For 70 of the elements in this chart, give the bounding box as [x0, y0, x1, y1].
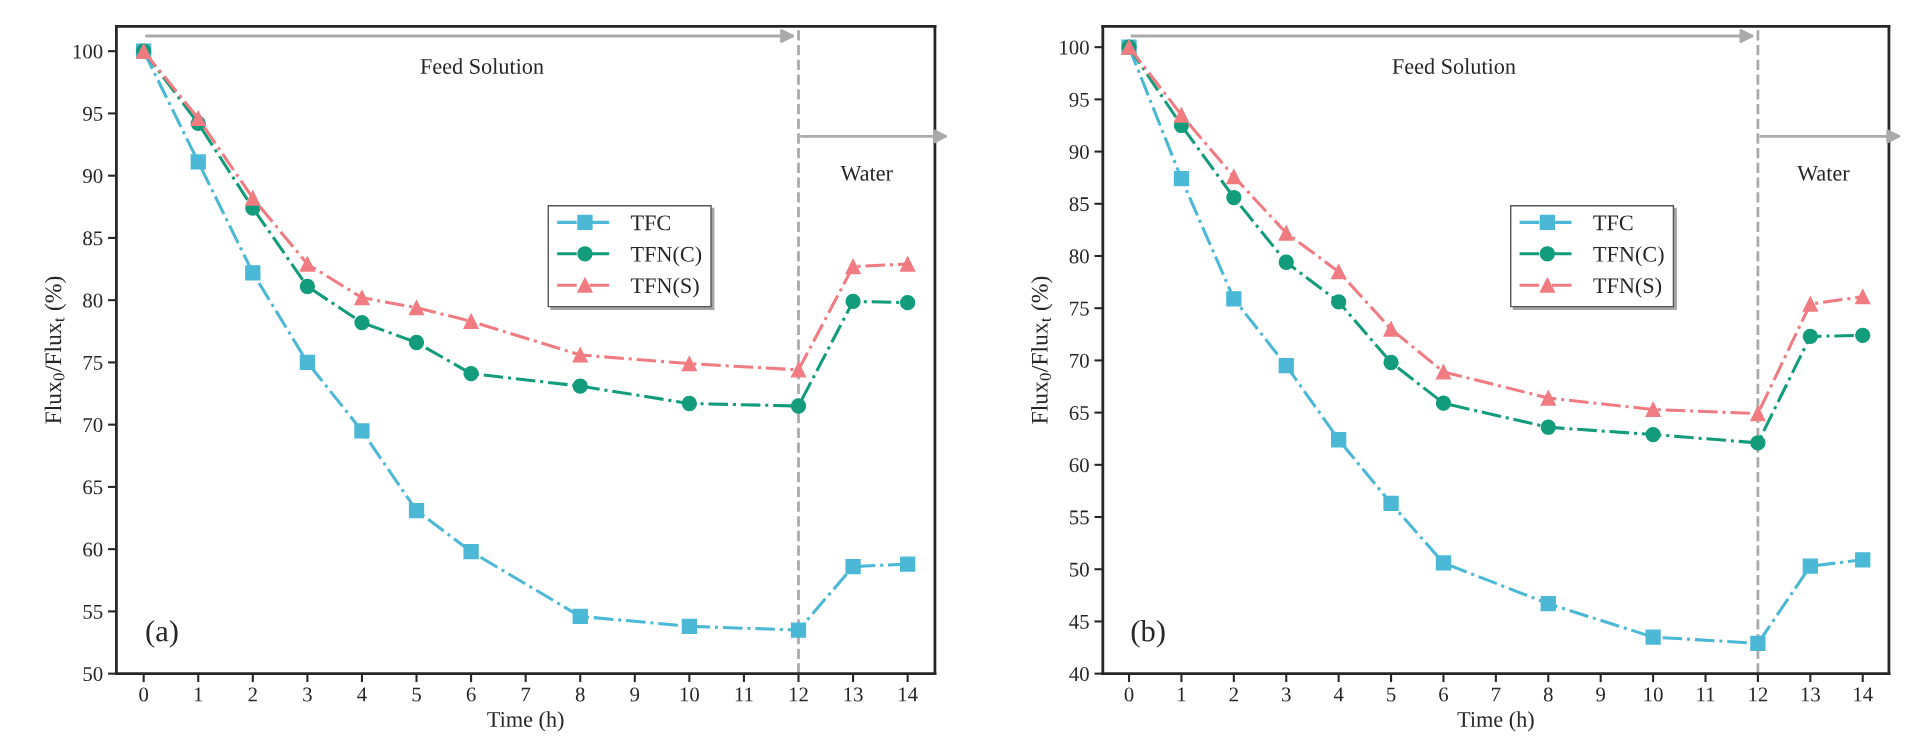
y-axis-title: Flux$_{0}$/Flux$_{t}$ (%) — [44, 276, 67, 424]
x-tick-label: 6 — [466, 687, 476, 702]
y-tick-label: 100 — [1060, 40, 1089, 55]
x-tick-label: 5 — [412, 687, 421, 702]
y-tick-label: 75 — [1070, 301, 1089, 316]
x-tick-label: 9 — [1596, 687, 1606, 702]
x-tick-label: 1 — [1178, 687, 1186, 702]
annotation: Feed Solution — [1392, 58, 1516, 74]
y-tick-label: 80 — [83, 293, 103, 308]
annotation: Water — [1797, 165, 1850, 181]
legend-label: TFN(S) — [1593, 277, 1662, 298]
x-tick-label: 3 — [303, 687, 312, 702]
annotation: Feed Solution — [420, 58, 544, 74]
legend-label: TFC — [630, 215, 671, 231]
x-tick-label: 14 — [899, 687, 918, 702]
x-tick-label: 2 — [248, 687, 257, 702]
legend-label: TFN(C) — [630, 246, 702, 267]
x-tick-label: 12 — [1749, 687, 1768, 702]
x-tick-label: 1 — [194, 687, 203, 702]
y-tick-label: 65 — [1069, 406, 1089, 421]
annotation: Water — [840, 165, 893, 181]
x-tick-label: 9 — [630, 687, 640, 702]
y-tick-label: 95 — [1069, 92, 1089, 107]
y-tick-label: 60 — [83, 542, 103, 557]
x-axis-title: Time (h) — [487, 711, 564, 732]
x-tick-label: 11 — [1697, 687, 1715, 702]
legend-label: TFN(C) — [1593, 246, 1664, 267]
legend-label: TFN(S) — [630, 277, 699, 298]
x-tick-label: 3 — [1282, 687, 1291, 702]
x-tick-label: 11 — [735, 687, 753, 702]
y-axis-title: Flux$_{0}$/Flux$_{t}$ (%) — [1031, 276, 1053, 424]
x-tick-label: 0 — [1124, 687, 1134, 702]
x-tick-label: 8 — [1543, 687, 1553, 702]
y-tick-label: 50 — [83, 667, 103, 682]
x-tick-label: 12 — [789, 687, 808, 702]
y-tick-label: 100 — [73, 44, 103, 59]
x-tick-label: 5 — [1387, 687, 1396, 702]
y-tick-label: 45 — [1069, 614, 1089, 629]
y-tick-label: 90 — [83, 169, 103, 184]
x-tick-label: 7 — [1492, 687, 1501, 702]
y-tick-label: 50 — [1070, 562, 1089, 577]
annotation: (a) — [146, 620, 178, 648]
annotation: (b) — [1131, 620, 1165, 648]
y-tick-label: 60 — [1069, 458, 1089, 473]
y-tick-label: 75 — [83, 356, 103, 370]
y-tick-label: 40 — [1069, 667, 1089, 682]
x-tick-label: 2 — [1229, 687, 1238, 702]
legend-label: TFC — [1593, 215, 1633, 231]
x-tick-label: 7 — [521, 687, 531, 702]
y-tick-label: 70 — [83, 418, 103, 433]
y-tick-label: 55 — [83, 604, 103, 619]
y-tick-label: 90 — [1069, 144, 1089, 160]
x-tick-label: 6 — [1439, 687, 1449, 702]
x-tick-label: 10 — [680, 687, 699, 702]
x-tick-label: 8 — [575, 687, 585, 702]
y-tick-label: 70 — [1070, 353, 1089, 368]
x-tick-label: 0 — [139, 687, 149, 702]
x-axis-title: Time (h) — [1457, 711, 1534, 732]
y-tick-label: 55 — [1070, 510, 1089, 525]
y-tick-label: 85 — [83, 231, 103, 246]
x-tick-label: 4 — [357, 687, 367, 702]
x-tick-label: 13 — [1801, 687, 1820, 702]
x-tick-label: 4 — [1333, 687, 1344, 702]
y-tick-label: 65 — [83, 480, 103, 495]
y-tick-label: 85 — [1069, 197, 1089, 212]
x-tick-label: 14 — [1854, 687, 1873, 702]
x-tick-label: 10 — [1644, 687, 1663, 702]
y-tick-label: 80 — [1069, 249, 1089, 264]
y-tick-label: 95 — [83, 106, 103, 121]
x-tick-label: 13 — [844, 687, 863, 702]
